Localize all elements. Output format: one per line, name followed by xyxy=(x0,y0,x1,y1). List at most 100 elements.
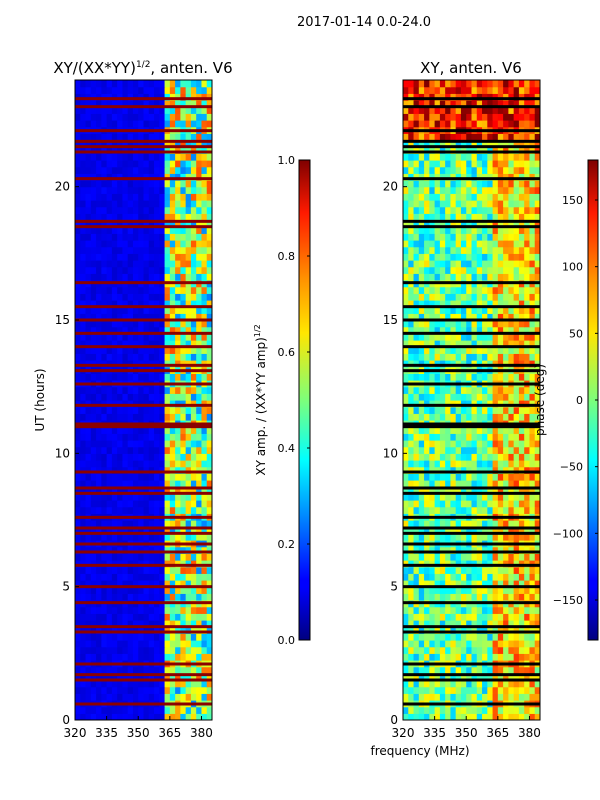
heatmap-cell xyxy=(413,160,420,168)
heatmap-cell xyxy=(85,626,92,634)
heatmap-cell xyxy=(518,226,525,234)
heatmap-cell xyxy=(518,666,525,674)
heatmap-cell xyxy=(206,113,212,121)
heatmap-cell xyxy=(476,180,483,188)
heatmap-cell xyxy=(185,193,192,201)
heatmap-cell xyxy=(201,180,208,188)
heatmap-cell xyxy=(476,220,483,228)
heatmap-cell xyxy=(132,326,139,334)
heatmap-cell xyxy=(122,100,129,108)
heatmap-cell xyxy=(434,493,441,501)
heatmap-cell xyxy=(482,446,488,454)
heatmap-cell xyxy=(159,606,166,614)
heatmap-cell xyxy=(529,500,536,508)
heatmap-cell xyxy=(529,553,536,561)
heatmap-cell xyxy=(524,686,531,694)
heatmap-cell xyxy=(159,586,166,594)
heatmap-cell xyxy=(466,340,473,348)
heatmap-cell xyxy=(534,473,540,481)
heatmap-cell xyxy=(492,620,499,628)
heatmap-cell xyxy=(138,473,145,481)
heatmap-cell xyxy=(75,680,81,688)
heatmap-cell xyxy=(196,140,203,148)
heatmap-cell xyxy=(196,673,203,681)
heatmap-cell xyxy=(439,133,446,141)
heatmap-cell xyxy=(492,633,499,641)
heatmap-cell xyxy=(148,140,155,148)
heatmap-cell xyxy=(122,300,129,308)
heatmap-cell xyxy=(424,393,430,401)
heatmap-cell xyxy=(159,393,166,401)
heatmap-cell xyxy=(497,500,504,508)
heatmap-cell xyxy=(424,346,430,354)
heatmap-cell xyxy=(424,233,430,241)
flagged-row xyxy=(75,526,212,530)
heatmap-cell xyxy=(529,686,536,694)
heatmap-cell xyxy=(429,300,436,308)
heatmap-cell xyxy=(117,186,124,194)
heatmap-cell xyxy=(154,400,160,408)
heatmap-cell xyxy=(450,626,457,634)
heatmap-cell xyxy=(513,153,520,161)
heatmap-cell xyxy=(196,266,203,274)
heatmap-cell xyxy=(460,686,467,694)
heatmap-cell xyxy=(180,466,187,474)
heatmap-cell xyxy=(169,473,176,481)
heatmap-cell xyxy=(424,453,430,461)
heatmap-cell xyxy=(185,606,192,614)
heatmap-cell xyxy=(90,133,97,141)
heatmap-cell xyxy=(455,613,462,621)
heatmap-cell xyxy=(159,200,166,208)
heatmap-cell xyxy=(159,333,166,341)
heatmap-cell xyxy=(455,433,462,441)
heatmap-cell xyxy=(196,480,203,488)
heatmap-cell xyxy=(132,413,139,421)
heatmap-cell xyxy=(143,373,150,381)
heatmap-cell xyxy=(482,360,488,368)
heatmap-cell xyxy=(513,406,520,414)
heatmap-cell xyxy=(185,213,192,221)
heatmap-cell xyxy=(513,526,520,534)
heatmap-cell xyxy=(148,273,155,281)
heatmap-cell xyxy=(518,486,525,494)
heatmap-cell xyxy=(524,606,531,614)
heatmap-cell xyxy=(513,146,520,154)
heatmap-cell xyxy=(154,240,160,248)
heatmap-cell xyxy=(85,80,92,88)
heatmap-cell xyxy=(450,353,457,361)
heatmap-cell xyxy=(534,306,540,314)
heatmap-cell xyxy=(513,453,520,461)
heatmap-cell xyxy=(403,313,409,321)
heatmap-cell xyxy=(424,220,430,228)
heatmap-cell xyxy=(513,226,520,234)
heatmap-cell xyxy=(439,240,446,248)
heatmap-cell xyxy=(185,300,192,308)
heatmap-cell xyxy=(429,686,436,694)
heatmap-cell xyxy=(164,240,171,248)
heatmap-cell xyxy=(413,640,420,648)
heatmap-cell xyxy=(418,586,425,594)
heatmap-cell xyxy=(413,273,420,281)
heatmap-cell xyxy=(450,620,457,628)
heatmap-cell xyxy=(471,546,478,554)
heatmap-cell xyxy=(455,546,462,554)
heatmap-cell xyxy=(429,680,436,688)
heatmap-cell xyxy=(206,400,212,408)
heatmap-cell xyxy=(529,113,536,121)
heatmap-cell xyxy=(466,453,473,461)
heatmap-cell xyxy=(460,233,467,241)
heatmap-cell xyxy=(492,533,499,541)
heatmap-cell xyxy=(96,426,102,434)
heatmap-cell xyxy=(492,253,499,261)
heatmap-cell xyxy=(476,633,483,641)
heatmap-cell xyxy=(148,353,155,361)
heatmap-cell xyxy=(101,433,108,441)
heatmap-cell xyxy=(180,613,187,621)
heatmap-cell xyxy=(138,220,145,228)
heatmap-cell xyxy=(201,120,208,128)
heatmap-cell xyxy=(450,113,457,121)
heatmap-cell xyxy=(460,693,467,701)
heatmap-cell xyxy=(111,533,118,541)
heatmap-cell xyxy=(190,220,197,228)
heatmap-cell xyxy=(492,613,499,621)
